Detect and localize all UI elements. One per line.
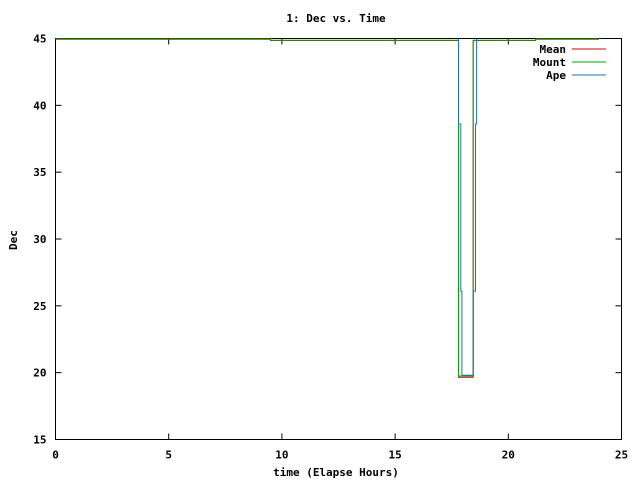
series-line-mount [55, 38, 599, 377]
x-tick-label: 25 [615, 449, 628, 462]
series-line-ape [458, 38, 478, 376]
axis-ticks: 0 5 10 15 20 25 15 20 25 30 35 40 45 [33, 33, 628, 462]
x-tick-label: 5 [165, 449, 172, 462]
y-tick-label: 15 [33, 434, 46, 447]
series-line-mean [55, 38, 599, 378]
x-tick-label: 0 [52, 449, 59, 462]
y-tick-label: 25 [33, 300, 46, 313]
series-layer [55, 38, 599, 378]
legend-label-mount: Mount [533, 56, 566, 69]
y-tick-label: 40 [33, 99, 46, 112]
plot-frame [55, 38, 622, 440]
legend-label-ape: Ape [546, 69, 566, 82]
x-axis-label: time (Elapse Hours) [273, 466, 399, 479]
y-tick-label: 30 [33, 233, 46, 246]
y-axis-label: Dec [7, 230, 20, 250]
x-tick-label: 20 [502, 449, 515, 462]
chart-title: 1: Dec vs. Time [286, 12, 386, 25]
x-tick-label: 10 [275, 449, 288, 462]
y-tick-label: 20 [33, 367, 46, 380]
legend-label-mean: Mean [540, 43, 567, 56]
x-tick-label: 15 [388, 449, 401, 462]
y-tick-label: 45 [33, 33, 46, 46]
y-tick-label: 35 [33, 166, 46, 179]
